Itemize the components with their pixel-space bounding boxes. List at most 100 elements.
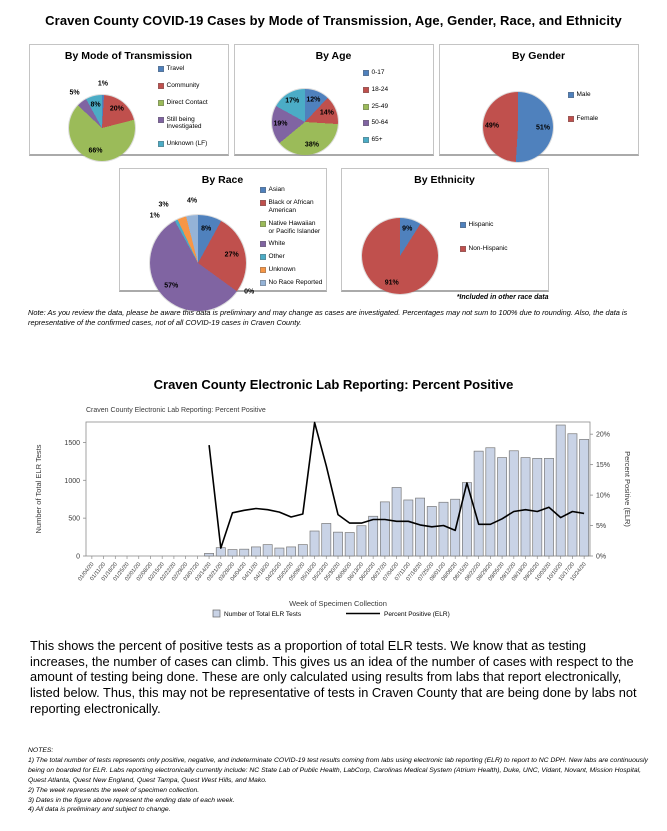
elr-chart-figure: Craven County Electronic Lab Reporting: … [28,400,638,632]
pie-percent-label: 8% [201,225,212,233]
legend-swatch-icon [259,279,266,286]
panel-title-ethnicity: By Ethnicity [414,174,475,186]
legend-bar-swatch-icon [212,609,221,618]
panel-title-age: By Age [315,50,352,62]
elr-tests-bar [426,506,437,557]
legend-label: Still being Investigated [166,115,202,131]
legend-item: Female [567,114,635,123]
y-left-tick-label: 0 [76,554,80,561]
page-title: Craven County COVID-19 Cases by Mode of … [45,13,622,28]
elr-section-title: Craven County Electronic Lab Reporting: … [153,377,514,393]
legend-label: Unknown (LF) [166,140,208,148]
note-item: 3) Dates in the figure above represent t… [28,796,235,804]
legend-line-label: Percent Positive (ELR) [384,611,450,618]
legend-item: Male [567,90,635,99]
panel-body: 9% 91% Hispanic Non-Hispanic [342,186,548,294]
note-item: 4) All data is preliminary and subject t… [28,806,171,814]
pie-percent-label: 0% [244,288,255,296]
y-left-axis-title: Number of Total ELR Tests [34,445,43,534]
note-item: 1) The total number of tests represents … [28,757,648,784]
elr-tests-bar [520,457,531,557]
legend-swatch-icon [259,200,266,207]
legend-item: Unknown [259,266,323,274]
legend-swatch-icon [362,103,369,110]
notes-heading: NOTES: [28,747,54,755]
legend-swatch-icon [157,99,164,106]
elr-tests-bar [438,502,449,557]
pie-percent-label: 17% [285,97,300,105]
legend-item: 50-64 [362,119,430,127]
elr-tests-bar [485,447,496,557]
notes-list: 1) The total number of tests represents … [28,756,653,815]
legend-item: Still being Investigated [157,115,225,132]
elr-tests-bar [473,451,484,557]
legend-label: Community [166,81,200,89]
pie-percent-label: 27% [224,251,239,259]
legend-label: Male [576,90,591,98]
elr-tests-bar [286,546,297,557]
legend-swatch-icon [362,137,369,144]
pie-percent-label: 12% [306,96,321,104]
pie-percent-label: 57% [164,282,179,290]
elr-tests-bar [508,450,519,557]
y-right-tick-label: 5% [596,523,606,530]
legend-item: Native Hawaiian or Pacific Islander [259,219,323,236]
age-legend: 0-17 18-24 25-49 50-64 65+ [362,62,433,151]
pie-percent-label: 66% [88,147,103,155]
ethnicity-pie-chart [361,218,438,294]
pie-percent-label: 5% [69,89,80,97]
elr-tests-bar [309,530,320,557]
elr-tests-bar [579,439,590,557]
pie-percent-label: 1% [97,80,108,88]
elr-tests-bar [239,549,250,557]
panel-ethnicity: By Ethnicity 9% 91% Hispanic Non-Hispanic [340,168,549,294]
legend-label: White [268,240,286,248]
elr-tests-bar [321,523,332,557]
legend-item: 25-49 [362,103,430,111]
legend-label: Native Hawaiian or Pacific Islander [268,219,321,235]
age-pie-chart [271,89,338,155]
preliminary-note: Note: As you review the data, please be … [28,308,628,327]
legend-item: White [259,240,323,248]
legend-label: Female [576,114,599,122]
pie-percent-label: 51% [536,124,551,132]
legend-item: Hispanic [459,221,545,229]
race-legend: Asian Black or African American Native Haw… [259,186,326,287]
panel-body: 51% 49% Male Female [440,62,638,162]
pie-area-transmission: 1% 20% 66% 5% 8% [30,62,158,161]
legend-label: No Race Reported [268,278,323,286]
elr-tests-bar [368,516,379,557]
elr-tests-bar [262,544,273,557]
pie-row-1: By Mode of Transmission 1% 20% 66% 5% 8% Tra… [0,44,667,162]
note-item: 2) The week represents the week of speci… [28,786,200,794]
elr-tests-bar [379,501,390,557]
ethnicity-column: By Ethnicity 9% 91% Hispanic Non-Hispanic … [340,168,549,301]
legend-swatch-icon [567,115,574,122]
legend-swatch-icon [362,120,369,127]
legend-label: 0-17 [371,69,385,76]
elr-tests-bar [251,546,261,557]
panel-age: By Age 12% 14% 38% 19% 17% 0-17 18-24 25-49 50-… [233,44,434,156]
pie-percent-label: 19% [273,120,288,128]
legend-swatch-icon [259,241,266,248]
elr-tests-bar [356,525,367,557]
legend-item: Direct Contact [157,99,225,107]
elr-chart-svg: Craven County Electronic Lab Reporting: … [34,407,632,618]
legend-item: 0-17 [362,69,430,77]
panel-mode-of-transmission: By Mode of Transmission 1% 20% 66% 5% 8% Tra… [28,44,229,161]
legend-label: Travel [166,65,185,73]
race-footnote: *Included in other race data [456,294,549,301]
elr-tests-bar [532,458,543,557]
elr-tests-bar [333,532,343,557]
legend-swatch-icon [362,86,369,93]
pie-percent-label: 14% [319,109,334,117]
panel-body: 1% 20% 66% 5% 8% Travel Community Direct Conta… [30,62,228,161]
pie-percent-label: 49% [484,122,499,130]
pie-percent-label: 9% [402,225,413,233]
y-right-tick-label: 15% [596,462,610,469]
x-axis-title: Week of Specimen Collection [289,599,387,608]
elr-tests-bar [297,544,308,557]
elr-tests-bar [567,433,578,557]
ethnicity-legend: Hispanic Non-Hispanic [459,186,548,287]
pie-percent-label: 20% [109,105,124,113]
